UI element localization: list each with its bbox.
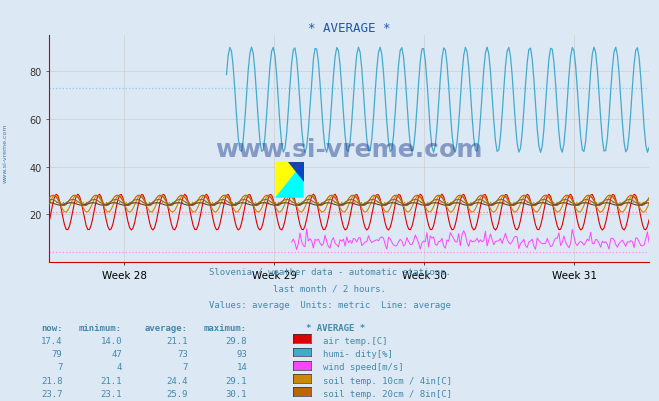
Polygon shape <box>275 162 304 198</box>
Text: 14: 14 <box>237 363 247 371</box>
Text: 25.9: 25.9 <box>166 389 188 398</box>
Text: 21.8: 21.8 <box>41 376 63 385</box>
Text: 23.7: 23.7 <box>41 389 63 398</box>
Title: * AVERAGE *: * AVERAGE * <box>308 22 391 35</box>
Text: air temp.[C]: air temp.[C] <box>323 336 387 345</box>
Text: 4: 4 <box>117 363 122 371</box>
Text: 73: 73 <box>177 349 188 358</box>
Text: 24.4: 24.4 <box>166 376 188 385</box>
Text: 7: 7 <box>183 363 188 371</box>
Text: 21.1: 21.1 <box>166 336 188 345</box>
Polygon shape <box>275 162 304 198</box>
Text: maximum:: maximum: <box>204 323 247 332</box>
Text: www.si-vreme.com: www.si-vreme.com <box>215 138 483 161</box>
Text: minimum:: minimum: <box>79 323 122 332</box>
Text: * AVERAGE *: * AVERAGE * <box>306 323 366 332</box>
Text: Values: average  Units: metric  Line: average: Values: average Units: metric Line: aver… <box>208 300 451 309</box>
Text: 79: 79 <box>52 349 63 358</box>
Text: www.si-vreme.com: www.si-vreme.com <box>3 123 8 182</box>
Text: 47: 47 <box>111 349 122 358</box>
Text: Slovenia / weather data - automatic stations.: Slovenia / weather data - automatic stat… <box>208 267 451 275</box>
Text: soil temp. 10cm / 4in[C]: soil temp. 10cm / 4in[C] <box>323 376 452 385</box>
Text: average:: average: <box>145 323 188 332</box>
Text: soil temp. 20cm / 8in[C]: soil temp. 20cm / 8in[C] <box>323 389 452 398</box>
Polygon shape <box>288 162 304 182</box>
Text: 14.0: 14.0 <box>100 336 122 345</box>
Text: humi- dity[%]: humi- dity[%] <box>323 349 393 358</box>
Text: 23.1: 23.1 <box>100 389 122 398</box>
Text: 30.1: 30.1 <box>225 389 247 398</box>
Text: now:: now: <box>41 323 63 332</box>
Text: 17.4: 17.4 <box>41 336 63 345</box>
Text: wind speed[m/s]: wind speed[m/s] <box>323 363 403 371</box>
Text: 29.8: 29.8 <box>225 336 247 345</box>
Text: 21.1: 21.1 <box>100 376 122 385</box>
Text: 7: 7 <box>57 363 63 371</box>
Text: 93: 93 <box>237 349 247 358</box>
Text: last month / 2 hours.: last month / 2 hours. <box>273 284 386 292</box>
Text: 29.1: 29.1 <box>225 376 247 385</box>
